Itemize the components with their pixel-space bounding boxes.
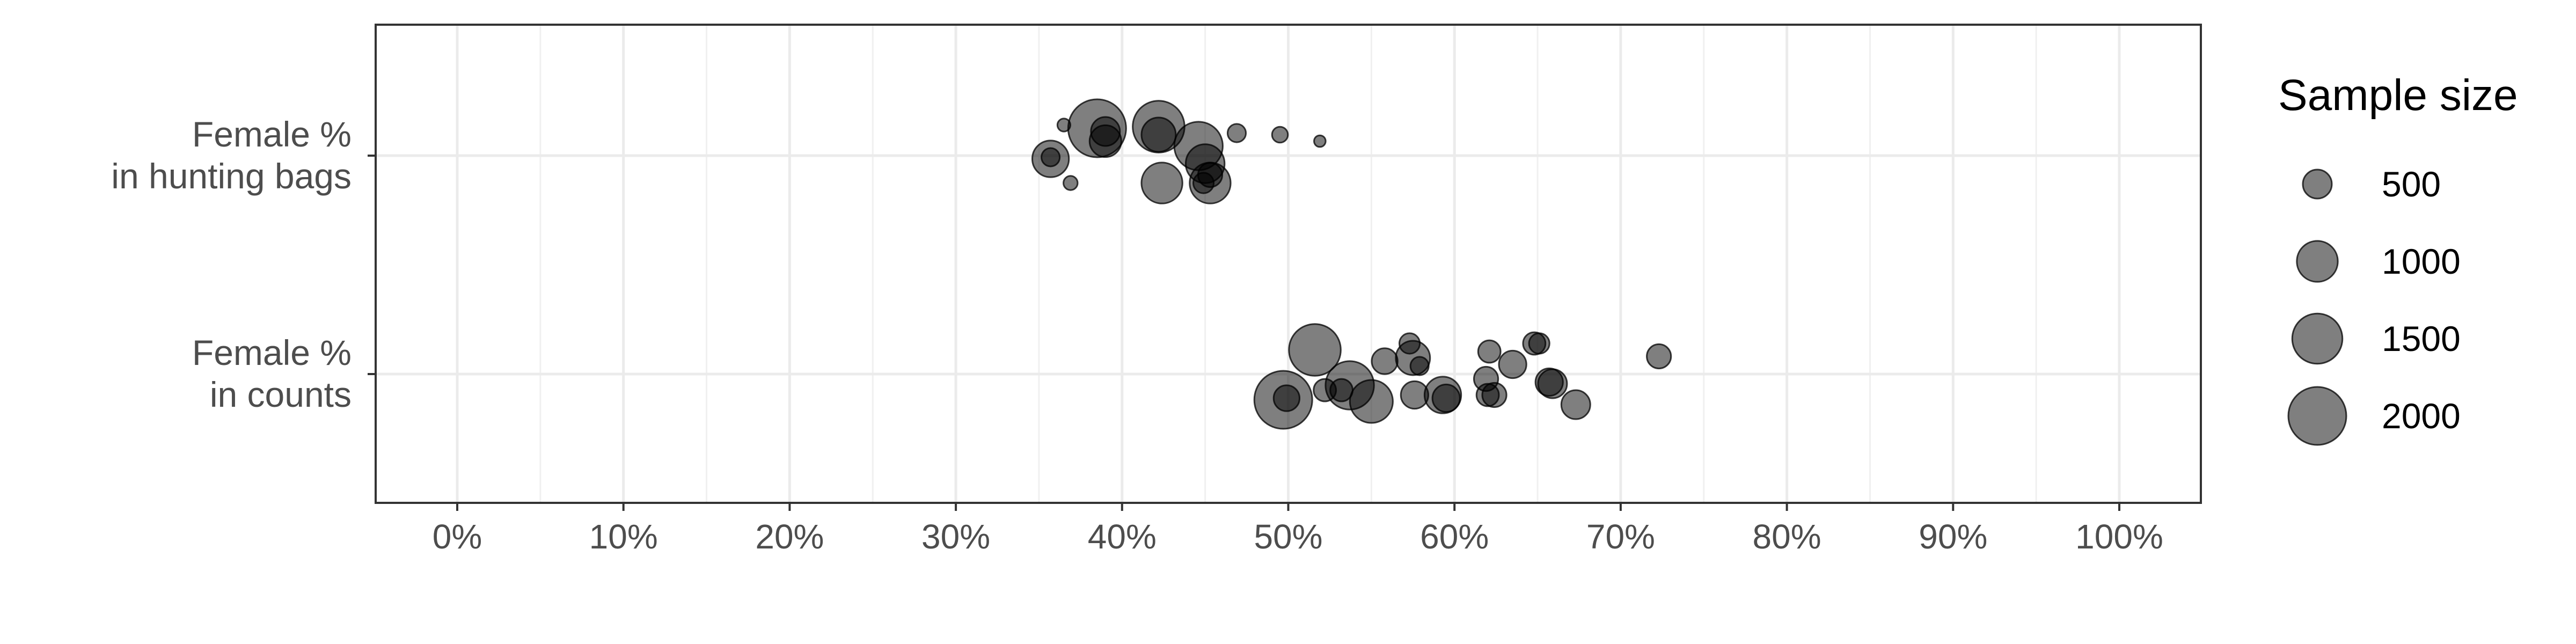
data-point [1481,382,1507,408]
data-point [1271,126,1289,144]
data-point [1063,175,1079,191]
y-tick-label: in counts [210,375,352,414]
data-point [1088,124,1122,158]
legend-key-label: 1000 [2382,241,2461,281]
x-tick-label: 60% [1420,517,1489,556]
x-tick-label: 50% [1254,517,1322,556]
x-tick-label: 70% [1586,517,1655,556]
data-point [1560,389,1591,420]
legend: Sample size 500 1000 1500 2000 [2278,71,2518,446]
data-point [1041,147,1061,167]
y-tick-label: in hunting bags [111,156,352,196]
axes: 0% 10% 20% 30% 40% 50% 60% 70% 80% 90% 100% Female … [111,114,2163,556]
data-point [1313,134,1327,148]
legend-key-label: 2000 [2382,396,2461,436]
data-point [1288,323,1342,377]
data-point [1646,343,1672,370]
data-point [1537,368,1568,399]
x-tick-label: 40% [1088,517,1157,556]
legend-key-circle [2302,169,2333,200]
x-tick-label: 10% [589,517,658,556]
legend-key-label: 500 [2382,164,2441,204]
x-tick-label: 90% [1919,517,1987,556]
data-point [1226,123,1247,143]
legend-key-circle [2296,240,2339,283]
legend-key-label: 1500 [2382,319,2461,358]
x-tick-label: 20% [755,517,824,556]
data-point [1272,384,1301,412]
data-point [1140,162,1183,204]
legend-key-circle [2287,386,2347,446]
data-point [1528,332,1550,355]
data-point [1329,378,1354,402]
x-tick-label: 80% [1753,517,1821,556]
data-point [1409,356,1430,376]
x-tick-label: 30% [921,517,990,556]
x-tick-label: 100% [2075,517,2163,556]
data-point [1371,347,1399,375]
data-points [1031,98,1672,430]
data-point [1431,383,1461,413]
data-point [1140,116,1177,153]
x-tick-label: 0% [433,517,482,556]
data-point [1189,162,1232,204]
data-point [1498,349,1527,379]
legend-key-circle [2291,312,2344,365]
data-point [1477,339,1502,364]
y-tick-label: Female % [192,333,352,372]
legend-title: Sample size [2278,71,2518,120]
y-tick-label: Female % [192,114,352,154]
data-point [1349,379,1394,424]
